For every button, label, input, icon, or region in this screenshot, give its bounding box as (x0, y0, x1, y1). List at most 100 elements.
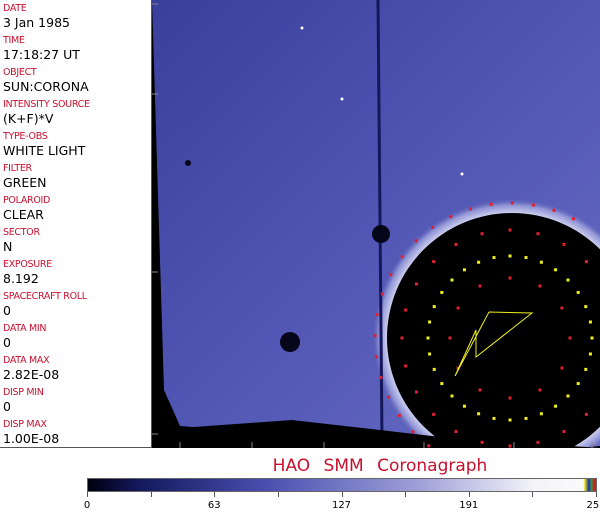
red-marker (375, 313, 379, 317)
field-label: SECTOR (3, 227, 40, 238)
field-label: EXPOSURE (3, 259, 52, 270)
yellow-marker (524, 256, 528, 260)
yellow-marker (477, 412, 481, 416)
pylon-shadow (376, 0, 384, 441)
yellow-marker (426, 336, 430, 340)
field-value: 0 (3, 399, 11, 414)
yellow-marker (440, 290, 444, 294)
red-marker (552, 208, 556, 212)
colorbar-tick (468, 492, 470, 497)
red-marker (414, 282, 418, 286)
colorbar-tick (532, 492, 534, 497)
red-marker (584, 260, 588, 264)
red-marker (478, 284, 482, 288)
red-marker (374, 355, 378, 359)
yellow-marker (432, 305, 436, 309)
red-marker (480, 232, 484, 236)
red-marker (414, 239, 418, 243)
red-marker (510, 201, 514, 205)
star (300, 26, 304, 30)
colorbar-tick (150, 492, 152, 497)
field-label: DATA MIN (3, 323, 47, 334)
yellow-marker (539, 260, 543, 264)
red-marker (456, 306, 460, 310)
red-marker (571, 217, 575, 221)
occulter-disk (387, 213, 600, 448)
yellow-marker (428, 352, 432, 356)
coronagraph-image (152, 0, 600, 448)
red-marker (508, 444, 512, 448)
colorbar-tick-label: 255 (586, 500, 600, 511)
yellow-marker (539, 412, 543, 416)
red-marker (432, 260, 436, 264)
colorbar-tick (87, 492, 88, 497)
yellow-marker (588, 320, 592, 324)
yellow-marker (492, 256, 496, 260)
red-marker (432, 412, 436, 416)
field-value: GREEN (3, 175, 47, 190)
red-marker (560, 366, 564, 370)
field-value: 1.00E-08 (3, 431, 60, 446)
red-marker (404, 364, 408, 368)
yellow-marker (432, 367, 436, 371)
yellow-marker (566, 278, 570, 282)
red-marker (380, 292, 384, 296)
image-edge (152, 420, 600, 448)
field-value: 0 (3, 335, 11, 350)
colorbar-tick-label: 127 (331, 500, 352, 511)
field-label: DATA MAX (3, 355, 50, 366)
yellow-marker (588, 352, 592, 356)
field-label: DISP MAX (3, 419, 47, 430)
colorbar-tick (277, 492, 279, 497)
yellow-marker (477, 260, 481, 264)
colorbar-tick (405, 492, 407, 497)
red-marker (400, 336, 404, 340)
red-marker (531, 203, 535, 207)
yellow-marker (566, 394, 570, 398)
field-label: OBJECT (3, 67, 37, 78)
yellow-marker (508, 254, 512, 258)
red-marker (387, 395, 391, 399)
overlay-marks (373, 201, 594, 448)
yellow-marker (428, 320, 432, 324)
yellow-marker (508, 418, 512, 422)
red-marker (562, 430, 566, 434)
red-marker (562, 242, 566, 246)
field-label: FILTER (3, 163, 32, 174)
field-value: CLEAR (3, 207, 44, 222)
red-marker (469, 207, 473, 211)
yellow-marker (462, 268, 466, 272)
yellow-marker (584, 367, 588, 371)
yellow-marker (554, 268, 558, 272)
pylon-outline (454, 311, 534, 377)
red-marker (427, 444, 431, 448)
red-marker (411, 430, 415, 434)
red-marker (508, 276, 512, 280)
yellow-marker (440, 382, 444, 386)
plot-title: HAO SMM Coronagraph (272, 456, 488, 476)
red-marker (480, 440, 484, 444)
red-marker (431, 225, 435, 229)
yellow-marker (450, 394, 454, 398)
yellow-marker (524, 416, 528, 420)
red-marker (397, 413, 401, 417)
red-marker (489, 202, 493, 206)
red-marker (400, 255, 404, 259)
dust-spot (372, 225, 390, 243)
red-marker (449, 215, 453, 219)
red-marker (508, 396, 512, 400)
yellow-marker (492, 416, 496, 420)
field-value: 17:18:27 UT (3, 47, 80, 62)
red-marker (538, 284, 542, 288)
colorbar-tick-label: 63 (207, 500, 221, 511)
field-value: N (3, 239, 13, 254)
yellow-marker (584, 305, 588, 309)
colorbar (87, 478, 597, 492)
red-marker (508, 228, 512, 232)
red-marker (454, 430, 458, 434)
yellow-marker (590, 336, 594, 340)
field-label: TIME (3, 35, 25, 46)
red-marker (478, 388, 482, 392)
red-marker (538, 388, 542, 392)
field-value: 8.192 (3, 271, 39, 286)
